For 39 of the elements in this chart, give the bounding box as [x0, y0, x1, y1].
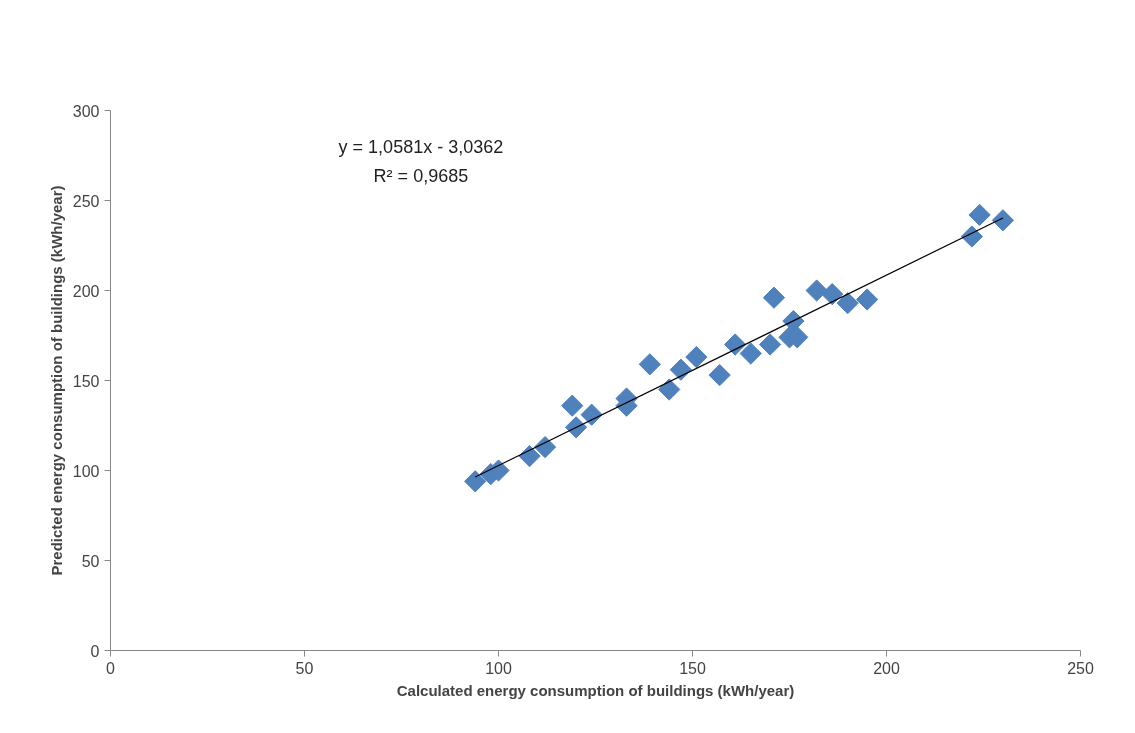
point	[805, 279, 828, 302]
x-tick-label: 150	[679, 659, 706, 677]
point	[638, 353, 661, 376]
x-tick-label: 100	[485, 659, 512, 677]
point	[580, 403, 603, 426]
x-tick-label: 200	[873, 659, 900, 677]
point	[758, 333, 782, 356]
point	[518, 444, 541, 468]
y-tick-label: 150	[72, 372, 100, 390]
point	[821, 282, 844, 306]
x-tick-label: 0	[106, 659, 116, 677]
y-tick-label: 100	[72, 462, 100, 480]
x-tick-label: 250	[1067, 659, 1094, 677]
point	[564, 416, 588, 439]
y-tick-label: 50	[81, 552, 100, 570]
point	[669, 358, 692, 381]
point	[464, 470, 487, 493]
point	[739, 342, 762, 365]
y-axis-title: Predicted energy consumption of buildings (kWh/year)	[47, 185, 65, 576]
point	[561, 394, 584, 417]
point	[836, 291, 859, 315]
point	[708, 363, 731, 387]
annotation: y = 1,0581x - 3,0362	[338, 137, 504, 158]
point	[685, 345, 708, 369]
y-tick-label: 250	[72, 192, 100, 210]
point	[991, 209, 1015, 232]
point	[762, 286, 786, 309]
x-tick-label: 50	[295, 659, 314, 677]
point	[968, 203, 991, 227]
point	[724, 333, 747, 356]
point	[658, 378, 681, 401]
annotation: R² = 0,9685	[373, 166, 469, 187]
x-axis-title: Calculated energy consumption of buildings (kWh/year)	[396, 681, 795, 699]
y-tick-label: 0	[90, 642, 100, 660]
point	[960, 225, 983, 248]
point	[533, 435, 557, 459]
y-tick-label: 300	[72, 102, 100, 120]
y-tick-label: 200	[72, 282, 100, 300]
point	[855, 288, 879, 311]
